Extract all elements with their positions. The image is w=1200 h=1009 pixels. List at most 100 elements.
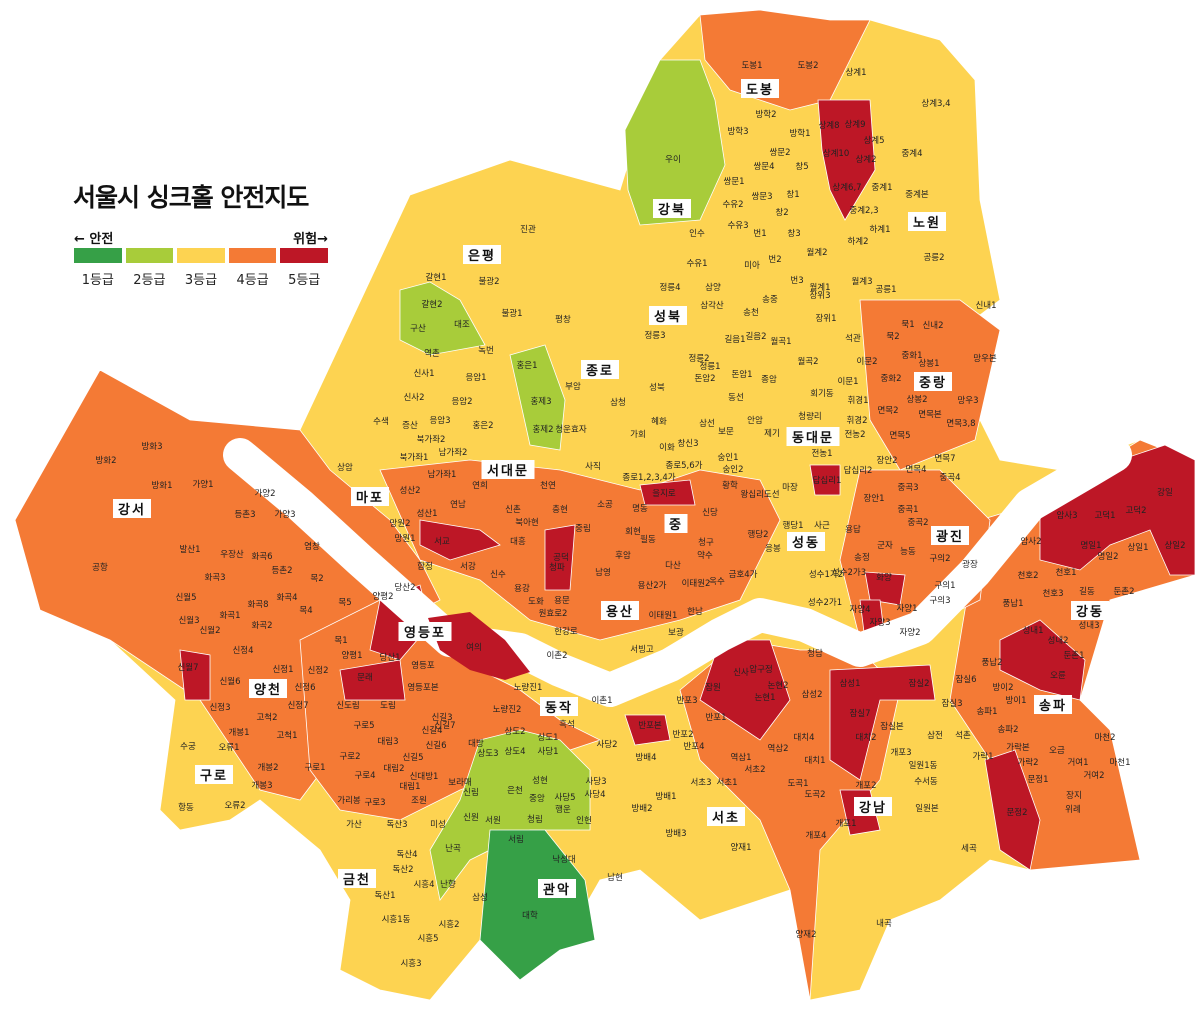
dong-label: 여의 [466,642,482,653]
dong-label: 중곡2 [907,518,928,528]
dong-label: 양재2 [795,929,816,940]
dong-label: 연희 [472,480,488,491]
dong-label: 상계2 [855,154,876,165]
dong-label: 망우본 [973,353,997,364]
dong-label: 가락1 [972,751,993,762]
dong-label: 방배2 [631,803,652,814]
dong-label: 양재1 [730,842,751,853]
dong-label: 중계2,3 [849,205,878,216]
dong-label: 가양2 [254,488,275,499]
district-label: 동작 [545,700,573,716]
dong-label: 잠실본 [880,721,904,732]
dong-label: 숭인1 [717,452,738,463]
dong-label: 용답 [845,524,861,535]
dong-label: 대치4 [793,733,814,743]
dong-label: 용강 [514,583,530,594]
dong-label: 미아 [744,260,760,271]
dong-label: 청구 [698,538,714,548]
dong-label: 오금 [1049,746,1065,756]
dong-label: 번2 [768,255,781,265]
district-label-box [787,532,825,551]
dong-label: 송파1 [976,707,997,717]
dong-label: 역삼2 [767,743,788,754]
district-label-box [463,245,501,264]
dong-label: 발산1 [179,544,200,555]
dong-label: 거여2 [1083,770,1104,781]
district-label: 성동 [792,536,820,551]
district-label: 노원 [913,216,941,231]
dong-label: 응암3 [429,415,450,426]
dong-label: 묵2 [886,332,899,342]
dong-label: 청량리 [798,411,821,422]
dong-label: 용문 [554,596,570,606]
region-grade-5 [829,664,936,781]
dong-label: 홍제3 [530,396,551,407]
dong-label: 장지 [1066,790,1082,801]
dong-label: 중계본 [905,189,929,200]
district-label: 강남 [859,800,887,816]
dong-label: 공릉1 [875,285,896,295]
dong-label: 번3 [790,276,803,286]
dong-label: 상봉1 [918,358,939,369]
dong-label: 합정 [417,561,433,572]
dong-label: 장위3 [809,290,830,301]
dong-label: 방배1 [655,791,676,802]
dong-label: 망원2 [389,518,410,529]
dong-label: 반포2 [672,729,693,740]
dong-label: 흑석 [559,719,575,730]
dong-label: 증산 [402,420,418,431]
dong-label: 마천1 [1109,757,1130,768]
dong-label: 서초1 [716,778,737,788]
district-label-box [908,212,946,231]
dong-label: 잠원 [705,682,721,693]
dong-label: 정릉2 [688,353,709,364]
dong-label: 신대방1 [410,771,439,782]
dong-label: 중곡4 [939,473,960,483]
dong-label: 당산2 [394,582,415,593]
dong-label: 신사1 [413,369,434,379]
dong-label: 안암 [747,415,763,426]
legend-swatch-4 [228,248,277,263]
dong-label: 논현2 [767,681,788,691]
dong-label: 구의3 [929,595,950,606]
dong-label: 문래 [357,673,373,683]
district-label: 관악 [543,882,571,898]
region-grade-5 [419,519,501,561]
dong-label: 창1 [786,190,799,200]
dong-label: 평창 [555,314,571,325]
dong-label: 신원 [463,813,479,823]
dong-label: 가양1 [192,479,213,490]
dong-label: 사근 [814,521,830,531]
district-label: 도봉 [746,83,774,98]
dong-label: 전농1 [811,448,832,459]
dong-label: 화곡2 [251,621,272,631]
dong-label: 서초3 [690,778,711,788]
dong-label: 암사3 [1056,510,1077,521]
dong-label: 월계2 [806,247,827,258]
dong-label: 창3 [787,229,800,239]
dong-label: 삼전 [927,730,943,741]
dong-label: 월계1 [809,282,830,293]
dong-label: 소공 [597,500,613,510]
district-label-box [481,460,535,479]
dong-label: 대흥 [510,536,526,547]
dong-label: 수유2 [722,200,743,210]
dong-label: 광장 [962,559,978,570]
dong-label: 묵1 [901,320,914,330]
dong-label: 사당4 [584,789,605,800]
dong-label: 쌍문1 [723,176,744,187]
dong-label: 창신3 [677,439,698,449]
region-grade-5 [179,649,211,701]
dong-label: 고덕2 [1125,505,1146,516]
district-label-box [653,199,691,218]
dong-label: 이태원1 [649,610,678,621]
district-label-box [538,879,576,898]
dong-label: 사당2 [596,739,617,750]
dong-label: 신길6 [425,741,446,751]
dong-label: 개포4 [805,830,826,841]
dong-label: 삼성2 [801,689,822,700]
dong-label: 성현 [532,776,548,786]
dong-label: 도화 [528,597,544,607]
dong-label: 보문 [718,427,734,437]
dong-label: 삼성1 [839,678,860,689]
